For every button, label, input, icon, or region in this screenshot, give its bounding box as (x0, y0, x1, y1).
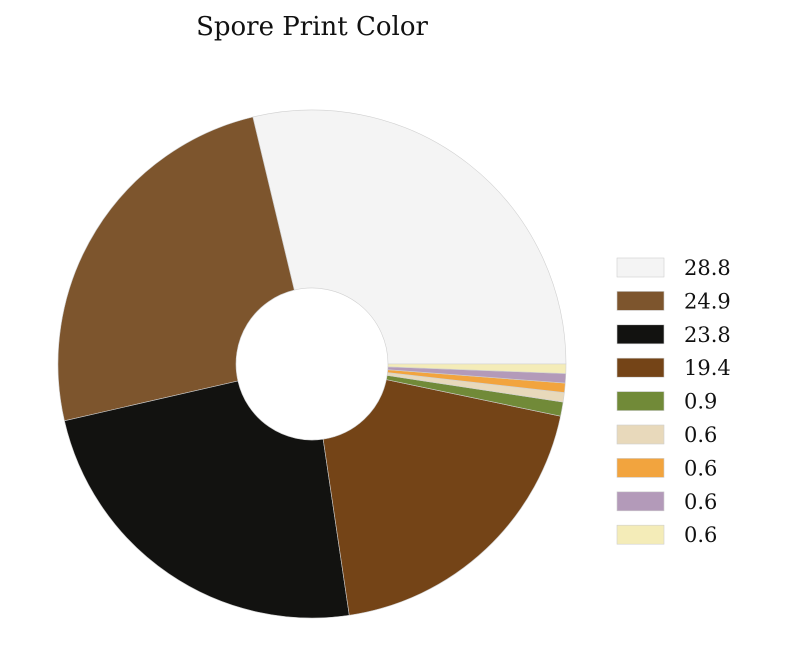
legend-swatch-1 (616, 291, 665, 311)
legend-label-7: 0.6 (684, 490, 717, 514)
legend-swatch-6 (616, 458, 665, 478)
legend-label-5: 0.6 (684, 423, 717, 447)
legend-swatch-0 (616, 257, 665, 278)
pie-slice-0 (252, 109, 567, 365)
legend-swatch-7 (616, 491, 665, 512)
legend: 28.8 24.9 23.8 19.4 0.9 0.6 0.6 0.6 0.6 (616, 256, 731, 547)
legend-label-0: 28.8 (684, 256, 731, 280)
pie-slice-3 (322, 379, 561, 616)
legend-swatch-2 (616, 324, 665, 345)
legend-swatch-5 (616, 424, 665, 445)
chart-title: Spore Print Color (196, 12, 428, 42)
legend-swatch-4 (616, 391, 665, 411)
pie-slice-2 (64, 380, 350, 619)
legend-swatch-8 (616, 524, 665, 545)
legend-label-8: 0.6 (684, 523, 717, 547)
pie-slice-1 (57, 116, 295, 422)
legend-label-4: 0.9 (684, 390, 717, 414)
legend-swatch-3 (616, 357, 665, 378)
pie-slice-8 (387, 363, 567, 374)
legend-label-1: 24.9 (684, 289, 731, 313)
legend-label-2: 23.8 (684, 323, 731, 347)
legend-label-6: 0.6 (684, 456, 717, 480)
legend-label-3: 19.4 (684, 356, 731, 380)
